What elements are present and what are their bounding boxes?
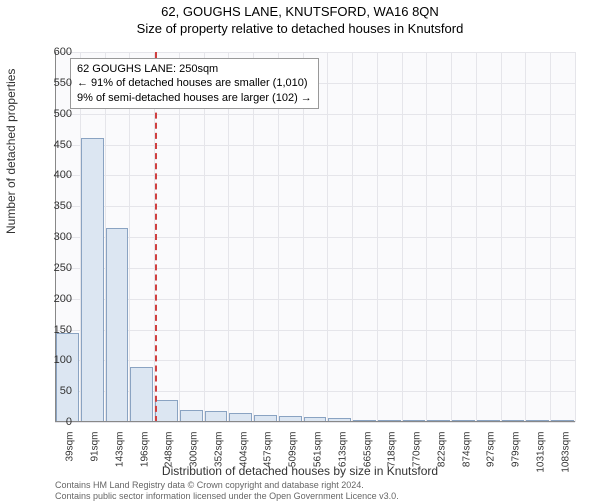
xtick-label: 39sqm — [65, 432, 76, 482]
xtick-label: 143sqm — [114, 432, 125, 482]
gridline-h — [55, 422, 575, 423]
gridline-v — [476, 52, 477, 422]
chart-subtitle: Size of property relative to detached ho… — [0, 21, 600, 36]
gridline-h — [55, 52, 575, 53]
ytick-label: 250 — [42, 262, 72, 274]
xtick-label: 979sqm — [511, 432, 522, 482]
annotation-box: 62 GOUGHS LANE: 250sqm← 91% of detached … — [70, 58, 319, 109]
xtick-label: 665sqm — [362, 432, 373, 482]
footer-line1: Contains HM Land Registry data © Crown c… — [55, 480, 399, 491]
gridline-h — [55, 114, 575, 115]
xtick-label: 352sqm — [213, 432, 224, 482]
xtick-label: 561sqm — [313, 432, 324, 482]
xtick-label: 613sqm — [337, 432, 348, 482]
annotation-line1: 62 GOUGHS LANE: 250sqm — [77, 62, 312, 76]
gridline-v — [550, 52, 551, 422]
xtick-label: 196sqm — [139, 432, 150, 482]
gridline-h — [55, 299, 575, 300]
annotation-line2: ← 91% of detached houses are smaller (1,… — [77, 76, 312, 90]
xtick-label: 874sqm — [461, 432, 472, 482]
footer-line2: Contains public sector information licen… — [55, 491, 399, 502]
gridline-v — [525, 52, 526, 422]
gridline-v — [352, 52, 353, 422]
chart-title: 62, GOUGHS LANE, KNUTSFORD, WA16 8QN — [0, 4, 600, 19]
gridline-v — [426, 52, 427, 422]
chart-container: 62, GOUGHS LANE, KNUTSFORD, WA16 8QN Siz… — [0, 4, 600, 504]
xtick-label: 1031sqm — [535, 432, 546, 482]
xtick-label: 457sqm — [263, 432, 274, 482]
ytick-label: 150 — [42, 324, 72, 336]
xtick-label: 509sqm — [288, 432, 299, 482]
ytick-label: 600 — [42, 46, 72, 58]
gridline-h — [55, 145, 575, 146]
gridline-h — [55, 175, 575, 176]
ytick-label: 300 — [42, 231, 72, 243]
ytick-label: 50 — [42, 385, 72, 397]
annotation-line3: 9% of semi-detached houses are larger (1… — [77, 91, 312, 105]
footer-attribution: Contains HM Land Registry data © Crown c… — [55, 480, 399, 502]
gridline-h — [55, 206, 575, 207]
xtick-label: 822sqm — [436, 432, 447, 482]
plot-area: 62 GOUGHS LANE: 250sqm← 91% of detached … — [55, 52, 575, 422]
xtick-label: 300sqm — [189, 432, 200, 482]
gridline-v — [327, 52, 328, 422]
y-axis-label: Number of detached properties — [4, 69, 18, 234]
xtick-label: 404sqm — [238, 432, 249, 482]
gridline-h — [55, 237, 575, 238]
ytick-label: 0 — [42, 416, 72, 428]
ytick-label: 350 — [42, 200, 72, 212]
histogram-bar — [56, 333, 79, 422]
ytick-label: 400 — [42, 169, 72, 181]
gridline-h — [55, 268, 575, 269]
xtick-label: 1083sqm — [560, 432, 571, 482]
gridline-v — [451, 52, 452, 422]
xtick-label: 927sqm — [486, 432, 497, 482]
xtick-label: 91sqm — [90, 432, 101, 482]
xtick-label: 718sqm — [387, 432, 398, 482]
ytick-label: 450 — [42, 139, 72, 151]
ytick-label: 550 — [42, 77, 72, 89]
x-axis-line — [55, 421, 575, 422]
gridline-v — [575, 52, 576, 422]
gridline-v — [402, 52, 403, 422]
histogram-bar — [130, 367, 153, 423]
gridline-h — [55, 330, 575, 331]
xtick-label: 248sqm — [164, 432, 175, 482]
ytick-label: 100 — [42, 354, 72, 366]
gridline-v — [501, 52, 502, 422]
gridline-h — [55, 360, 575, 361]
ytick-label: 200 — [42, 293, 72, 305]
histogram-bar — [106, 228, 129, 422]
ytick-label: 500 — [42, 108, 72, 120]
xtick-label: 770sqm — [412, 432, 423, 482]
histogram-bar — [155, 400, 178, 422]
histogram-bar — [81, 138, 104, 422]
gridline-v — [377, 52, 378, 422]
